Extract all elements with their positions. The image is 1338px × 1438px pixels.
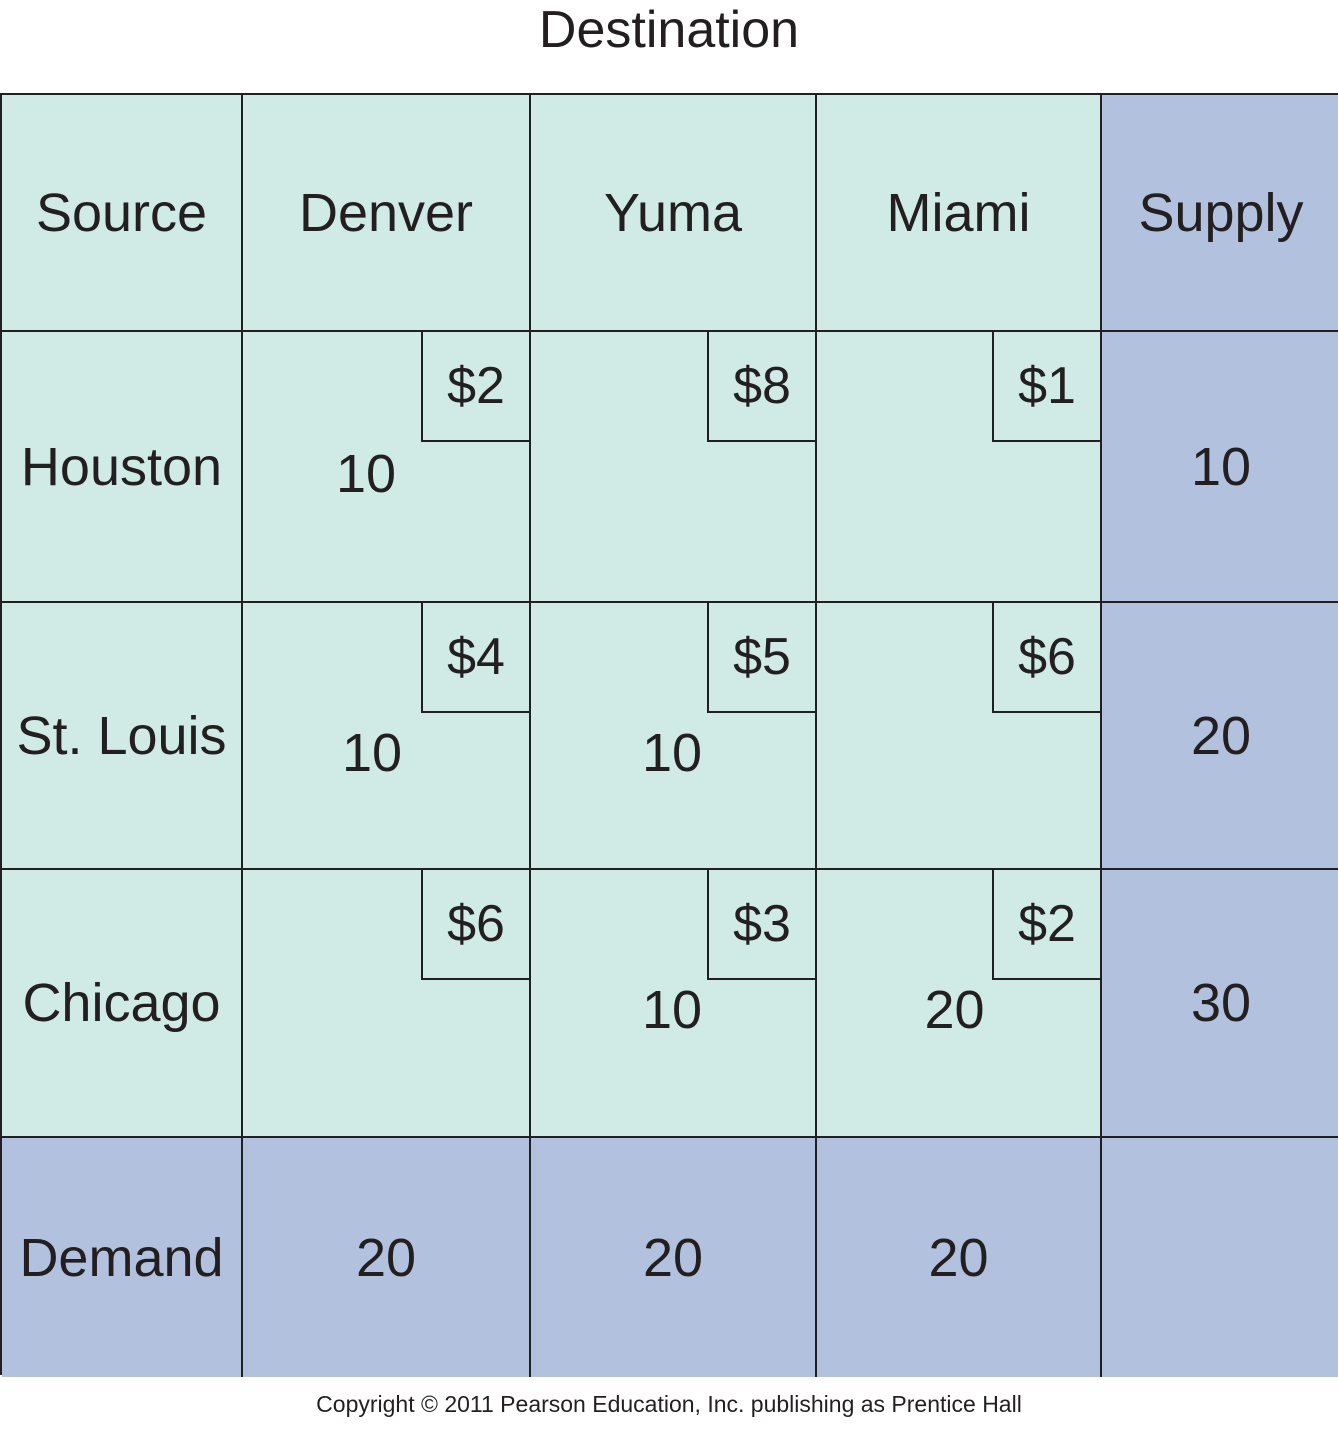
cost-box: $6 bbox=[992, 603, 1100, 713]
supply-st-louis: 20 bbox=[1102, 603, 1338, 870]
cell-houston-miami: $1 bbox=[817, 332, 1102, 603]
cell-houston-denver: $2 10 bbox=[243, 332, 531, 603]
header-source-label: Source bbox=[35, 182, 208, 243]
cell-stlouis-miami: $6 bbox=[817, 603, 1102, 870]
demand-value: 20 bbox=[928, 1227, 989, 1288]
demand-denver: 20 bbox=[243, 1138, 531, 1377]
header-denver: Denver bbox=[243, 95, 531, 332]
header-supply: Supply bbox=[1102, 95, 1338, 332]
table-title: Destination bbox=[538, 1, 800, 59]
header-destination-label: Yuma bbox=[603, 182, 743, 243]
header-source: Source bbox=[2, 95, 243, 332]
cost-box: $3 bbox=[707, 870, 815, 980]
header-destination-label: Miami bbox=[886, 182, 1031, 243]
supply-value: 10 bbox=[1190, 436, 1252, 497]
cell-houston-yuma: $8 bbox=[531, 332, 817, 603]
row-label-houston: Houston bbox=[2, 332, 243, 603]
cell-chicago-miami: $2 20 bbox=[817, 870, 1102, 1138]
demand-label: Demand bbox=[19, 1227, 224, 1288]
header-miami: Miami bbox=[817, 95, 1102, 332]
demand-miami: 20 bbox=[817, 1138, 1102, 1377]
source-label: St. Louis bbox=[16, 705, 227, 766]
row-label-st-louis: St. Louis bbox=[2, 603, 243, 870]
allocation-value: 10 bbox=[341, 723, 403, 783]
demand-total bbox=[1102, 1138, 1338, 1377]
cost-box: $6 bbox=[421, 870, 529, 980]
allocation-value: 20 bbox=[924, 980, 985, 1040]
supply-value: 30 bbox=[1190, 973, 1252, 1033]
allocation-value: 10 bbox=[641, 980, 703, 1040]
cell-stlouis-yuma: $5 10 bbox=[531, 603, 817, 870]
cell-chicago-denver: $6 bbox=[243, 870, 531, 1138]
source-label: Chicago bbox=[22, 973, 221, 1033]
row-label-chicago: Chicago bbox=[2, 870, 243, 1138]
cost-box: $8 bbox=[707, 332, 815, 442]
source-label: Houston bbox=[20, 436, 223, 497]
demand-value: 20 bbox=[642, 1227, 704, 1288]
copyright-notice: Copyright © 2011 Pearson Education, Inc.… bbox=[316, 1391, 1022, 1417]
allocation-value: 10 bbox=[641, 723, 703, 783]
cell-stlouis-denver: $4 10 bbox=[243, 603, 531, 870]
supply-chicago: 30 bbox=[1102, 870, 1338, 1138]
demand-yuma: 20 bbox=[531, 1138, 817, 1377]
cost-box: $5 bbox=[707, 603, 815, 713]
allocation-value: 10 bbox=[335, 444, 397, 504]
cost-box: $1 bbox=[992, 332, 1100, 442]
demand-value: 20 bbox=[355, 1227, 417, 1288]
cell-chicago-yuma: $3 10 bbox=[531, 870, 817, 1138]
supply-value: 20 bbox=[1190, 705, 1252, 766]
header-yuma: Yuma bbox=[531, 95, 817, 332]
cost-box: $2 bbox=[992, 870, 1100, 980]
transportation-table: Source Denver Yuma Miami Supply Houston … bbox=[0, 93, 1338, 1377]
cost-box: $4 bbox=[421, 603, 529, 713]
header-destination-label: Denver bbox=[298, 182, 474, 243]
cost-box: $2 bbox=[421, 332, 529, 442]
header-supply-label: Supply bbox=[1138, 182, 1304, 243]
supply-houston: 10 bbox=[1102, 332, 1338, 603]
row-label-demand: Demand bbox=[2, 1138, 243, 1377]
